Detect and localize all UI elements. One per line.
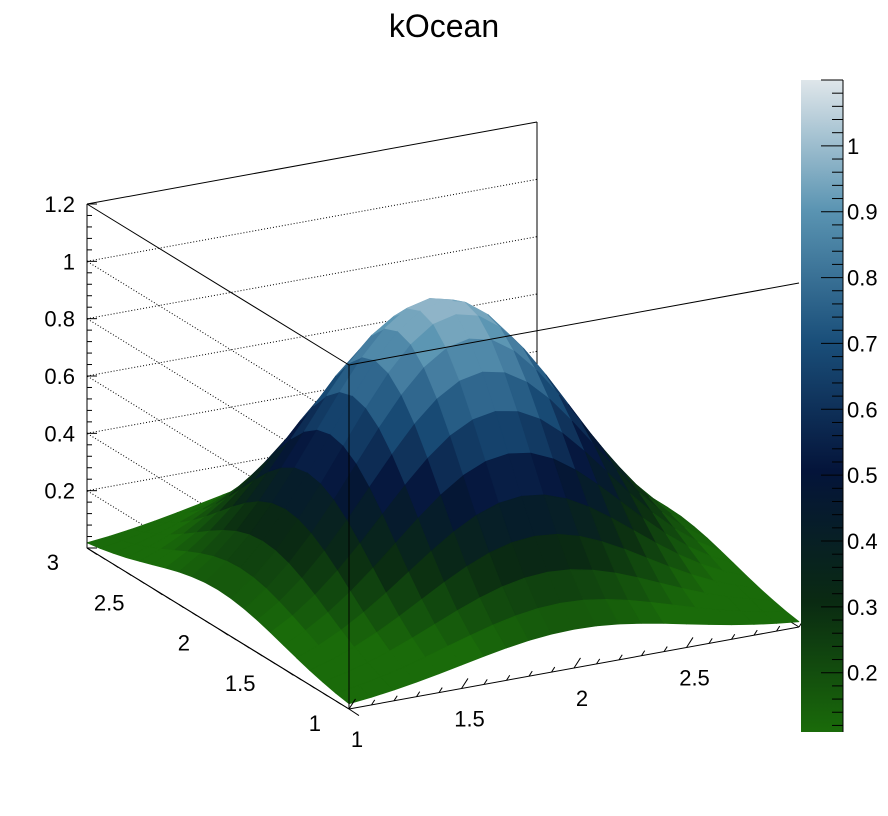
colorbar-tick-label: 0.8 (847, 266, 878, 291)
z-tick-label: 1.2 (44, 192, 75, 217)
y-tick (86, 547, 98, 556)
colorbar-tick-label: 0.9 (847, 200, 878, 225)
x-tick (371, 699, 376, 706)
x-tick (686, 637, 694, 648)
front-top-left-edge (86, 203, 350, 366)
x-tick (753, 629, 758, 636)
grid-line-back-wall (86, 178, 538, 262)
front-frame (86, 203, 800, 709)
colorbar-tick-label: 0.2 (847, 661, 878, 686)
y-tick (191, 611, 198, 617)
z-tick-label: 1 (63, 249, 75, 274)
y-tick (139, 579, 145, 584)
x-tick (573, 657, 581, 669)
colorbar-tick-label: 0.3 (847, 595, 878, 620)
colorbar-tick-label: 0.5 (847, 463, 878, 488)
colorbar-tick-label: 0.7 (847, 331, 878, 356)
y-tick (178, 603, 184, 609)
x-tick (416, 691, 421, 697)
y-tick-label: 2.5 (94, 590, 125, 615)
z-tick-label: 0.2 (44, 479, 75, 504)
y-tick (126, 571, 132, 576)
x-tick (708, 638, 713, 644)
x-tick (731, 633, 736, 640)
front-top-right-edge (348, 282, 800, 366)
y-tick (112, 563, 119, 568)
x-tick (348, 698, 356, 710)
chart-title: kOcean (388, 8, 500, 44)
x-tick (393, 695, 398, 702)
grid-line-back-wall (86, 236, 538, 320)
x-tick (641, 650, 646, 656)
x-tick (483, 679, 488, 685)
y-tick (309, 684, 315, 689)
x-tick-label: 2 (576, 686, 588, 711)
colorbar: 0.2 0.3 0.4 0.5 0.6 0.7 0.8 0.9 1 (801, 79, 878, 732)
z-tick-label: 0.6 (44, 364, 75, 389)
colorbar-tick-label: 0.6 (847, 397, 878, 422)
back-frame (86, 121, 800, 710)
x-tick (776, 625, 781, 632)
x-tick (551, 666, 556, 673)
y-tick (230, 636, 237, 641)
x-tick (506, 674, 511, 681)
x-tick (438, 687, 443, 693)
surface (86, 298, 800, 705)
x-tick (528, 670, 533, 677)
y-tick-label: 2 (178, 631, 190, 656)
surface-patch (763, 610, 800, 624)
x-tick (618, 654, 623, 661)
y-tick (257, 652, 263, 657)
colorbar-tick-label: 0.4 (847, 529, 878, 554)
grid-line-left-wall (86, 260, 350, 423)
colorbar-tick-label: 1 (847, 134, 859, 159)
x-tick (461, 678, 469, 689)
y-tick (335, 700, 342, 705)
y-tick (165, 595, 171, 601)
y-tick (204, 620, 211, 625)
y-tick (99, 555, 106, 560)
z-tick-label: 0.4 (44, 421, 75, 446)
y-tick (152, 587, 163, 596)
back-top-edge (86, 121, 538, 205)
y-tick-label: 1 (309, 711, 321, 736)
y-tick (270, 660, 276, 665)
x-tick-label: 1.5 (454, 707, 485, 732)
y-tick (296, 676, 302, 681)
y-tick (322, 692, 329, 697)
x-tick-label: 1 (351, 727, 363, 752)
y-tick-label: 3 (47, 550, 59, 575)
y-tick (217, 628, 229, 636)
x-tick (663, 646, 668, 652)
x-tick (596, 658, 601, 665)
colorbar-gradient (801, 80, 843, 732)
x-tick-label: 2.5 (679, 666, 710, 691)
y-tick (348, 708, 360, 717)
y-tick-label: 1.5 (225, 671, 256, 696)
y-tick (283, 668, 294, 676)
y-tick (243, 644, 250, 649)
z-tick-label: 0.8 (44, 307, 75, 332)
